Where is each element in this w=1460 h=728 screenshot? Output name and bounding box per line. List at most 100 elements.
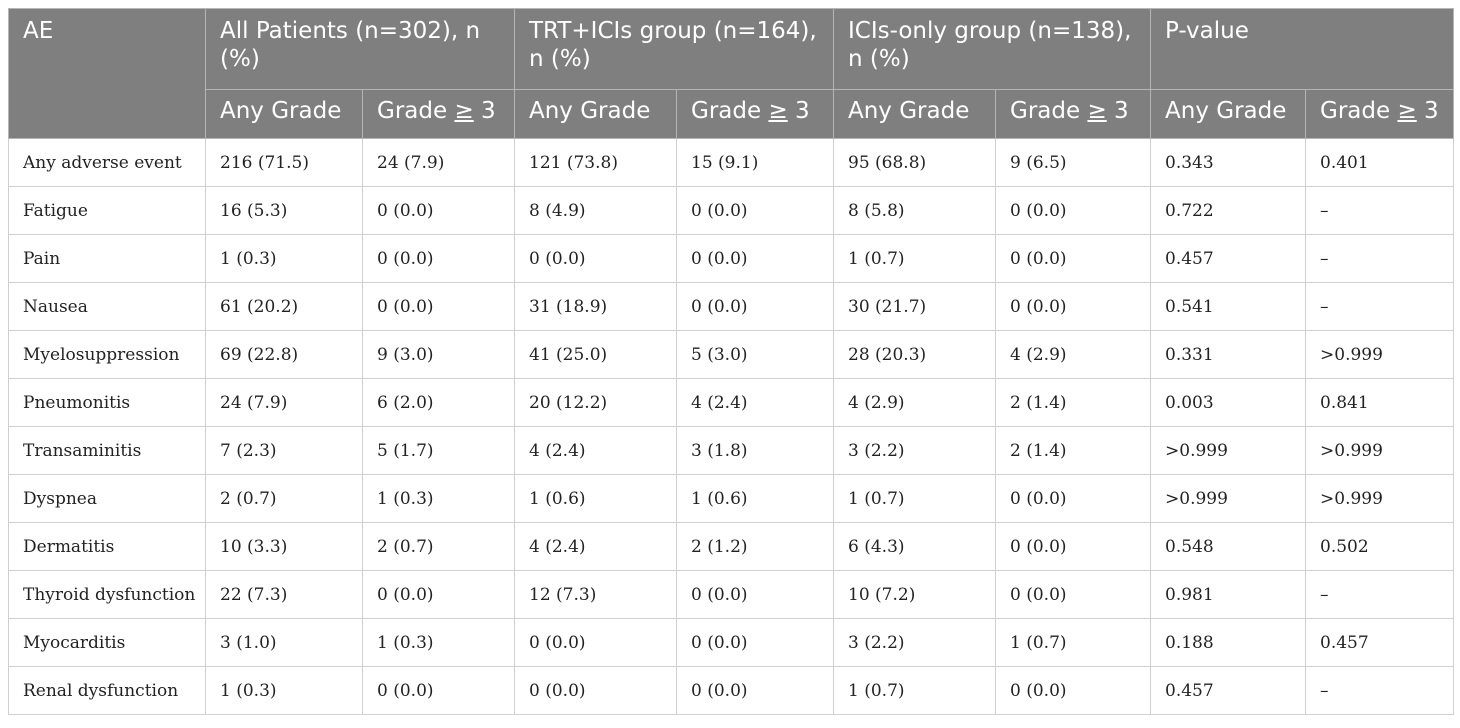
value-cell: 0 (0.0) xyxy=(676,666,834,715)
value-cell: 0 (0.0) xyxy=(514,618,677,667)
value-cell: 1 (0.6) xyxy=(676,474,834,523)
value-cell: 121 (73.8) xyxy=(514,138,677,187)
value-cell: 69 (22.8) xyxy=(205,330,363,379)
header-any-grade: Any Grade xyxy=(1150,89,1307,139)
table-row: Pain 1 (0.3) 0 (0.0) 0 (0.0) 0 (0.0) 1 (0.7) 0… xyxy=(8,234,1455,283)
value-cell: 0 (0.0) xyxy=(994,474,1152,523)
table-row: Pneumonitis 24 (7.9) 6 (2.0) 20 (12.2) 4 (2.… xyxy=(8,378,1455,427)
value-cell: 22 (7.3) xyxy=(205,570,363,619)
table-row: Thyroid dysfunction 22 (7.3) 0 (0.0) 12 (7.… xyxy=(8,570,1455,619)
header-grade-3: Grade ≥ 3 xyxy=(994,89,1152,139)
value-cell: 6 (2.0) xyxy=(362,378,515,427)
value-cell: 1 (0.3) xyxy=(362,618,515,667)
value-cell: 0.401 xyxy=(1305,138,1455,187)
grade-suffix: 3 xyxy=(1106,98,1129,124)
ae-name-cell: Myelosuppression xyxy=(8,330,206,379)
value-cell: 1 (0.6) xyxy=(514,474,677,523)
value-cell: 0 (0.0) xyxy=(676,282,834,331)
ae-name-cell: Transaminitis xyxy=(8,426,206,475)
value-cell: 0.343 xyxy=(1150,138,1307,187)
value-cell: 9 (6.5) xyxy=(994,138,1152,187)
value-cell: 0 (0.0) xyxy=(362,234,515,283)
table-row: Fatigue 16 (5.3) 0 (0.0) 8 (4.9) 0 (0.0) 8 (5… xyxy=(8,186,1455,235)
table-row: Nausea 61 (20.2) 0 (0.0) 31 (18.9) 0 (0.0) 30… xyxy=(8,282,1455,331)
value-cell: 0.841 xyxy=(1305,378,1455,427)
header-any-grade: Any Grade xyxy=(833,89,996,139)
value-cell: 4 (2.9) xyxy=(833,378,996,427)
value-cell: 95 (68.8) xyxy=(833,138,996,187)
value-cell: 2 (1.2) xyxy=(676,522,834,571)
value-cell: 0.722 xyxy=(1150,186,1307,235)
header-grade-3: Grade ≥ 3 xyxy=(676,89,834,139)
value-cell: 31 (18.9) xyxy=(514,282,677,331)
value-cell: 0.457 xyxy=(1150,666,1307,715)
value-cell: 8 (5.8) xyxy=(833,186,996,235)
table-body: Any adverse event 216 (71.5) 24 (7.9) 121 (… xyxy=(8,138,1455,715)
table-row: Transaminitis 7 (2.3) 5 (1.7) 4 (2.4) 3 (1.8… xyxy=(8,426,1455,475)
value-cell: 0.003 xyxy=(1150,378,1307,427)
value-cell: 3 (1.8) xyxy=(676,426,834,475)
value-cell: 0.541 xyxy=(1150,282,1307,331)
value-cell: 1 (0.3) xyxy=(362,474,515,523)
grade-suffix: 3 xyxy=(787,98,810,124)
header-row-groups: AE All Patients (n=302), n (%) TRT+ICIs … xyxy=(8,8,1455,139)
value-cell: 1 (0.7) xyxy=(833,234,996,283)
value-cell: 15 (9.1) xyxy=(676,138,834,187)
header-row-grades: Any Grade Grade ≥ 3 Any Grade Grade ≥ 3 … xyxy=(9,89,1455,139)
value-cell: >0.999 xyxy=(1150,474,1307,523)
ae-name-cell: Any adverse event xyxy=(8,138,206,187)
value-cell: 2 (1.4) xyxy=(994,426,1152,475)
value-cell: 4 (2.9) xyxy=(994,330,1152,379)
header-ae: AE xyxy=(8,8,206,139)
value-cell: 0 (0.0) xyxy=(994,570,1152,619)
grade-prefix: Grade xyxy=(377,98,455,124)
geq-symbol: ≥ xyxy=(768,98,788,124)
grade-suffix: 3 xyxy=(473,98,496,124)
value-cell: 1 (0.7) xyxy=(833,666,996,715)
value-cell: 61 (20.2) xyxy=(205,282,363,331)
value-cell: >0.999 xyxy=(1150,426,1307,475)
ae-name-cell: Pneumonitis xyxy=(8,378,206,427)
value-cell: 0 (0.0) xyxy=(994,282,1152,331)
ae-name-cell: Nausea xyxy=(8,282,206,331)
value-cell: 0 (0.0) xyxy=(994,186,1152,235)
header-grade-3: Grade ≥ 3 xyxy=(1305,89,1455,139)
value-cell: 12 (7.3) xyxy=(514,570,677,619)
ae-name-cell: Thyroid dysfunction xyxy=(8,570,206,619)
table-row: Renal dysfunction 1 (0.3) 0 (0.0) 0 (0.0) 0 … xyxy=(8,666,1455,715)
value-cell: 216 (71.5) xyxy=(205,138,363,187)
value-cell: >0.999 xyxy=(1305,330,1455,379)
value-cell: 0 (0.0) xyxy=(362,570,515,619)
value-cell: 0 (0.0) xyxy=(362,282,515,331)
value-cell: 9 (3.0) xyxy=(362,330,515,379)
grade-suffix: 3 xyxy=(1416,98,1439,124)
value-cell: 2 (0.7) xyxy=(362,522,515,571)
ae-name-cell: Renal dysfunction xyxy=(8,666,206,715)
value-cell: 4 (2.4) xyxy=(514,426,677,475)
value-cell: 3 (2.2) xyxy=(833,426,996,475)
value-cell: 0.457 xyxy=(1305,618,1455,667)
value-cell: 8 (4.9) xyxy=(514,186,677,235)
value-cell: 0.188 xyxy=(1150,618,1307,667)
value-cell: 30 (21.7) xyxy=(833,282,996,331)
geq-symbol: ≥ xyxy=(1087,98,1107,124)
value-cell: 24 (7.9) xyxy=(205,378,363,427)
table-row: Myocarditis 3 (1.0) 1 (0.3) 0 (0.0) 0 (0.0) 3… xyxy=(8,618,1455,667)
value-cell: 5 (1.7) xyxy=(362,426,515,475)
value-cell: 0 (0.0) xyxy=(514,234,677,283)
header-any-grade: Any Grade xyxy=(514,89,677,139)
value-cell: 10 (3.3) xyxy=(205,522,363,571)
value-cell: 1 (0.7) xyxy=(994,618,1152,667)
value-cell: 0 (0.0) xyxy=(994,522,1152,571)
grade-prefix: Grade xyxy=(691,98,769,124)
value-cell: – xyxy=(1305,234,1455,283)
ae-name-cell: Myocarditis xyxy=(8,618,206,667)
value-cell: 3 (1.0) xyxy=(205,618,363,667)
value-cell: 0 (0.0) xyxy=(676,570,834,619)
value-cell: 0 (0.0) xyxy=(676,234,834,283)
value-cell: – xyxy=(1305,570,1455,619)
value-cell: 0.548 xyxy=(1150,522,1307,571)
ae-name-cell: Pain xyxy=(8,234,206,283)
value-cell: 7 (2.3) xyxy=(205,426,363,475)
value-cell: – xyxy=(1305,282,1455,331)
